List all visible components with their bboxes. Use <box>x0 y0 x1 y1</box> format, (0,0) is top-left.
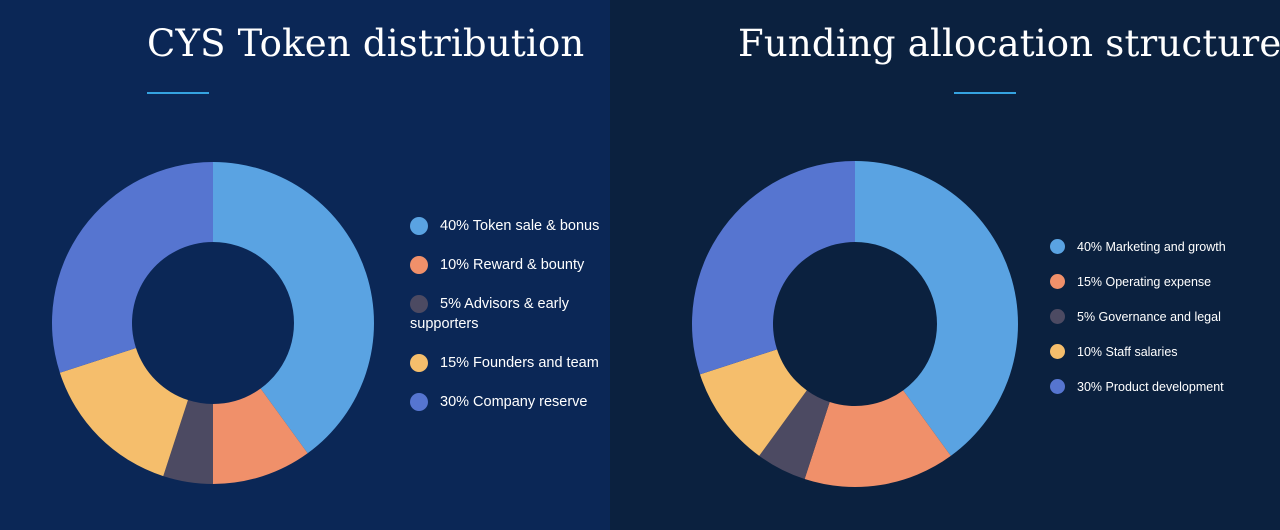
donut-slice-1 <box>213 162 374 454</box>
legend-swatch <box>1050 344 1065 359</box>
legend-label: 40% Marketing and growth <box>1077 240 1226 254</box>
legend-swatch <box>410 295 428 313</box>
donut-slice-1 <box>855 161 1018 456</box>
funding-allocation-legend: 40% Marketing and growth 15% Operating ex… <box>1050 238 1270 413</box>
legend-item: 30% Company reserve <box>410 392 610 412</box>
legend-swatch <box>1050 309 1065 324</box>
legend-item: 40% Token sale & bonus <box>410 216 610 236</box>
donut-slice-3 <box>759 390 830 480</box>
legend-label: 10% Reward & bounty <box>440 257 585 273</box>
legend-label: 5% Advisors & early supporters <box>410 296 569 332</box>
legend-item: 10% Staff salaries <box>1050 343 1270 361</box>
legend-label: 15% Operating expense <box>1077 275 1212 289</box>
legend-item: 5% Governance and legal <box>1050 308 1270 326</box>
token-distribution-donut <box>51 162 374 485</box>
title-underline <box>147 92 209 94</box>
legend-label: 40% Token sale & bonus <box>440 218 600 234</box>
legend-swatch <box>1050 379 1065 394</box>
donut-slice-5 <box>692 161 855 375</box>
legend-swatch <box>410 256 428 274</box>
funding-allocation-title: Funding allocation structure <box>738 22 1280 65</box>
legend-label: 30% Product development <box>1077 380 1224 394</box>
title-underline <box>954 92 1016 94</box>
funding-allocation-panel: Funding allocation structure 40% Marketi… <box>610 0 1280 530</box>
legend-item: 30% Product development <box>1050 378 1270 396</box>
legend-label: 10% Staff salaries <box>1077 345 1178 359</box>
legend-item: 40% Marketing and growth <box>1050 238 1270 256</box>
donut-slice-2 <box>804 390 951 487</box>
token-distribution-legend: 40% Token sale & bonus 10% Reward & bount… <box>410 216 610 431</box>
token-distribution-panel: CYS Token distribution 40% Token sale & … <box>0 0 610 530</box>
legend-label: 30% Company reserve <box>440 394 588 410</box>
donut-slice-4 <box>59 348 188 477</box>
legend-swatch <box>410 354 428 372</box>
legend-item: 15% Founders and team <box>410 353 610 373</box>
legend-swatch <box>410 217 428 235</box>
token-distribution-title: CYS Token distribution <box>147 22 585 65</box>
legend-swatch <box>1050 274 1065 289</box>
funding-allocation-donut <box>692 161 1018 487</box>
legend-item: 15% Operating expense <box>1050 273 1270 291</box>
donut-slice-2 <box>213 388 308 485</box>
legend-swatch <box>1050 239 1065 254</box>
legend-swatch <box>410 393 428 411</box>
donut-slice-3 <box>163 400 213 485</box>
legend-label: 15% Founders and team <box>440 355 599 371</box>
legend-label: 5% Governance and legal <box>1077 310 1221 324</box>
donut-slice-5 <box>51 162 214 373</box>
legend-item: 5% Advisors & early supporters <box>410 294 610 334</box>
legend-item: 10% Reward & bounty <box>410 255 610 275</box>
donut-slice-4 <box>699 349 807 456</box>
